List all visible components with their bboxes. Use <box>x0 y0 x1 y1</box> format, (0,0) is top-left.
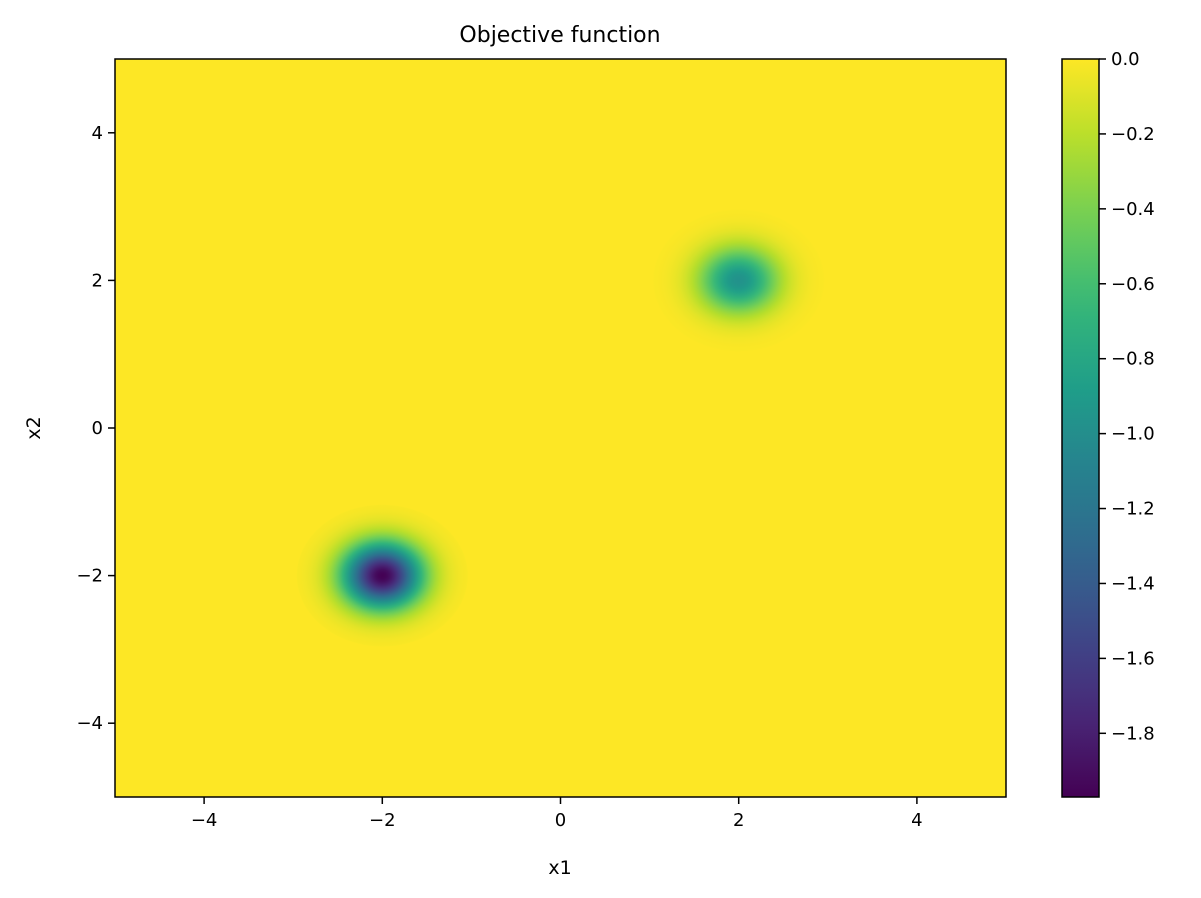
colorbar-tick-label: −1.2 <box>1111 499 1155 520</box>
heatmap-minima <box>296 209 825 647</box>
colorbar-tick-label: −0.8 <box>1111 349 1155 370</box>
colorbar-ticks: 0.0 −0.2 −0.4 −0.6 −0.8 −1.0 −1.2 −1.4 −1.6 −1.8 <box>1099 49 1155 744</box>
colorbar-tick-label: −0.6 <box>1111 274 1155 295</box>
colorbar-tick-label: −1.6 <box>1111 648 1155 669</box>
y-tick-label: 2 <box>92 270 103 291</box>
colorbar-tick-label: −1.4 <box>1111 573 1155 594</box>
x-axis-label: x1 <box>548 857 571 879</box>
x-tick-label: −4 <box>191 810 218 831</box>
colorbar-tick-label: −1.8 <box>1111 723 1155 744</box>
chart-title: Objective function <box>459 23 660 48</box>
colorbar-tick-label: 0.0 <box>1111 49 1140 70</box>
plot-area <box>114 58 1007 798</box>
colorbar-frame <box>1061 58 1100 798</box>
y-tick-label: 4 <box>92 123 103 144</box>
y-axis: −4 −2 0 2 4 <box>76 123 115 734</box>
x-tick-label: −2 <box>369 810 396 831</box>
x-axis: −4 −2 0 2 4 <box>191 797 923 831</box>
colorbar-tick-label: −1.0 <box>1111 424 1155 445</box>
colorbar-gradient <box>1062 59 1099 797</box>
y-axis-label: x2 <box>23 416 45 439</box>
colorbar-tick-label: −0.2 <box>1111 124 1155 145</box>
x-tick-label: 0 <box>555 810 566 831</box>
x-tick-label: 4 <box>911 810 922 831</box>
heatmap-background <box>115 59 1006 797</box>
y-tick-label: 0 <box>92 418 103 439</box>
y-tick-label: −2 <box>76 566 103 587</box>
minimum-blob <box>296 504 468 647</box>
y-tick-label: −4 <box>76 713 103 734</box>
colorbar-tick-label: −0.4 <box>1111 199 1155 220</box>
x-tick-label: 2 <box>733 810 744 831</box>
minimum-blob <box>653 209 825 352</box>
colorbar: 0.0 −0.2 −0.4 −0.6 −0.8 −1.0 −1.2 −1.4 −1.6 −1.8 <box>1061 49 1155 798</box>
